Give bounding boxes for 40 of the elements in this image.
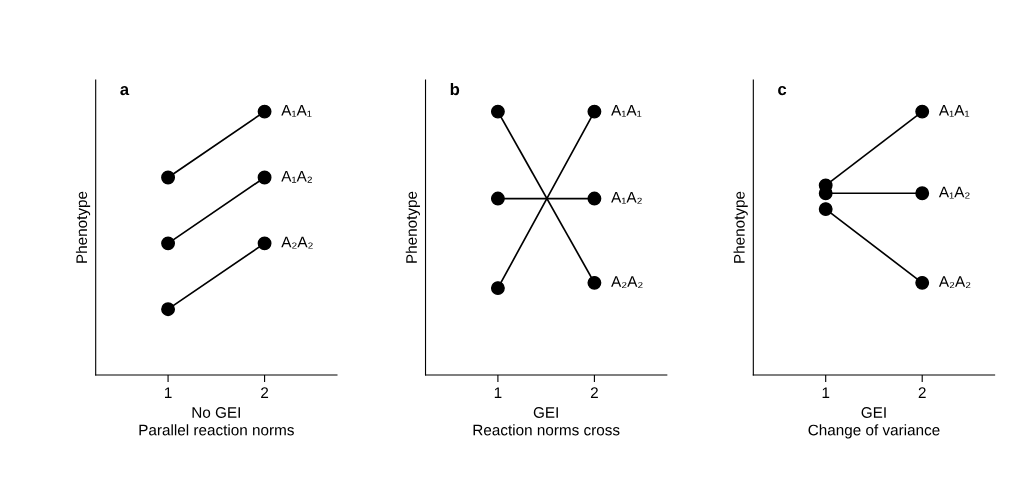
x-tick-label: 1 [164, 387, 172, 398]
point [915, 186, 930, 201]
y-axis-title: Phenotype [75, 191, 91, 263]
chart-title: b [450, 82, 460, 96]
point [490, 191, 505, 206]
point [490, 104, 505, 119]
x-axis-title: No GEI Parallel reaction norms [139, 407, 294, 436]
series-label: A₁A₁ [938, 105, 970, 117]
point [257, 104, 272, 119]
x-axis-title: GEI Reaction norms cross [473, 407, 620, 436]
x-tick-label: 2 [918, 387, 926, 398]
x-tick-label: 1 [494, 387, 502, 398]
series-label: A₁A₁ [611, 105, 642, 117]
point [587, 104, 602, 119]
x-tick-label: 2 [261, 387, 269, 398]
series-label: A₁A₂ [281, 170, 312, 183]
chart-title: c [778, 86, 787, 96]
series-label: A₂A₂ [281, 236, 313, 249]
point [915, 275, 930, 290]
series-label: A₁A₂ [938, 186, 970, 199]
point [161, 302, 176, 317]
point [257, 170, 272, 185]
point [161, 170, 176, 185]
series-label: A₁A₁ [281, 105, 312, 117]
y-axis-title: Phenotype [405, 191, 420, 263]
y-axis-title: Phenotype [733, 191, 748, 263]
point [257, 236, 272, 251]
point [818, 202, 833, 217]
point [161, 236, 176, 251]
x-axis-title: GEI Change of variance [808, 407, 940, 439]
series-label: A₂A₂ [611, 276, 643, 289]
point [490, 281, 505, 296]
x-tick-label: 2 [590, 387, 598, 398]
point [587, 191, 602, 206]
series-label: A₁A₂ [611, 191, 642, 204]
series-label: A₂A₂ [938, 276, 971, 289]
x-tick-label: 1 [822, 387, 830, 398]
point [915, 104, 930, 119]
chart-title: a [120, 86, 130, 96]
point [587, 275, 602, 290]
